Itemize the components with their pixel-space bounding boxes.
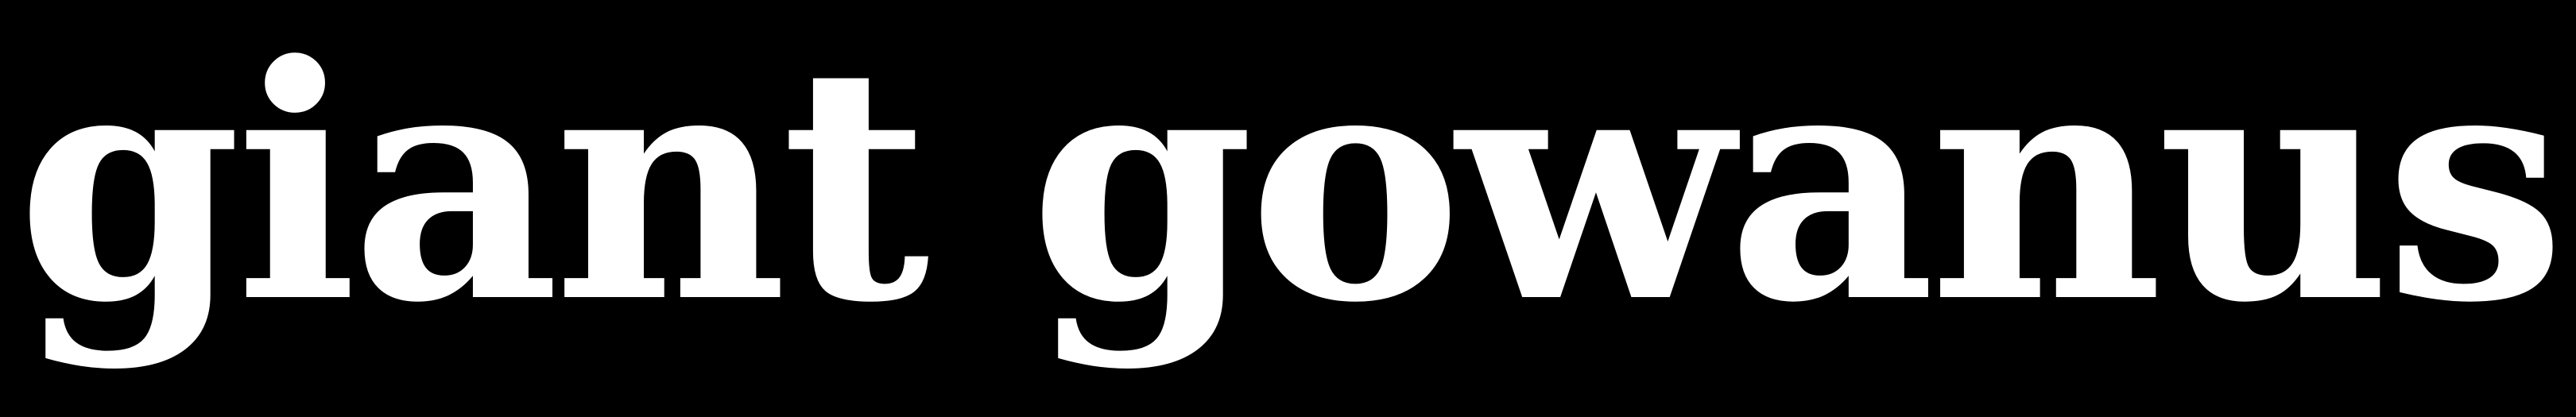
logo-wordmark: giant gowanus <box>16 0 2566 373</box>
